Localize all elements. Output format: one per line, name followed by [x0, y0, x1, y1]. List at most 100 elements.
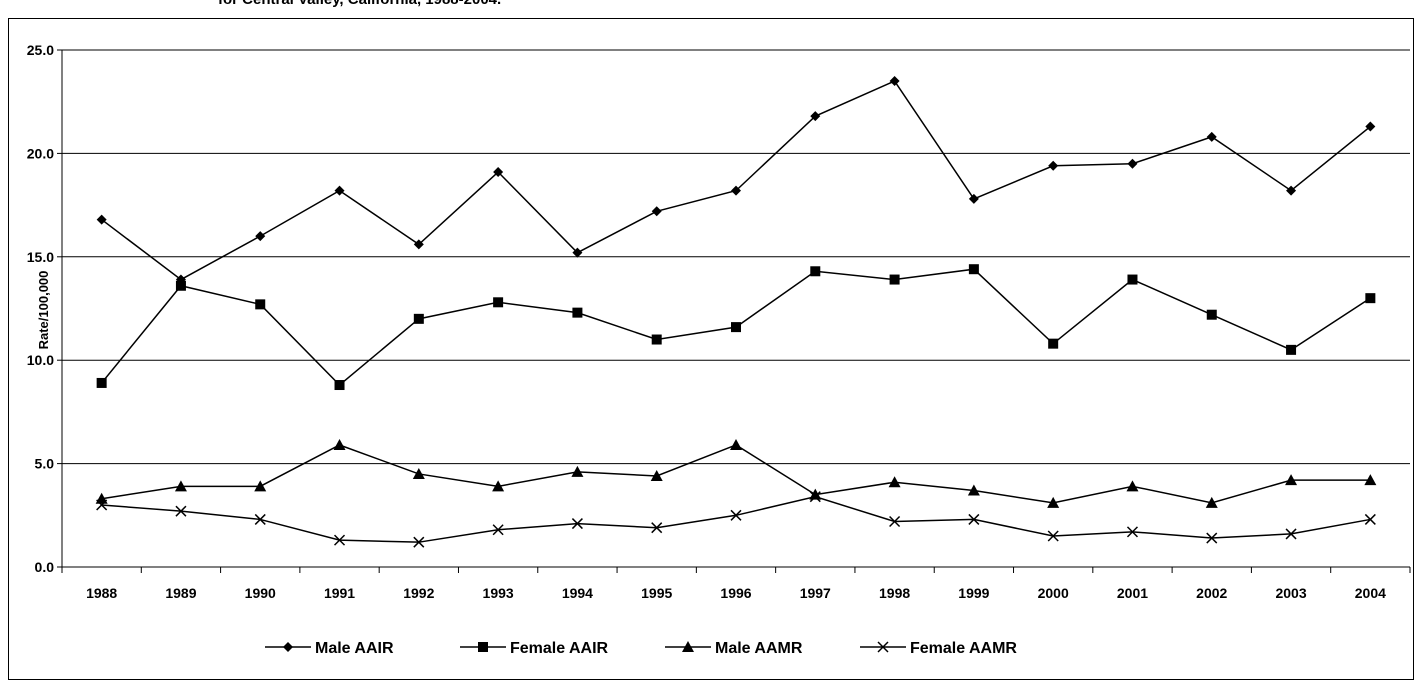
data-point-male-aair-1991	[334, 185, 345, 196]
x-tick-label: 2001	[1117, 585, 1148, 601]
series-male-aamr	[95, 438, 1377, 508]
marker-stroke	[1206, 532, 1218, 544]
data-point-female-aamr-2001	[1126, 526, 1139, 538]
data-point-female-aamr-1999	[968, 513, 980, 525]
legend-label: Male AAMR	[715, 640, 803, 657]
series-line-male-aair	[101, 80, 1371, 281]
marker-stroke	[1126, 526, 1139, 538]
marker-stroke	[1047, 530, 1059, 542]
y-axis-tick-labels: 0.0 5.0 10.0 15.0 20.0 25.0	[27, 42, 54, 575]
x-axis-tick-labels: 1988 1989 1990 1991 1992 1993 1994 1995 1996 1997…	[86, 585, 1386, 601]
data-point-male-aair-2003	[1286, 185, 1297, 196]
data-point-male-aamr-1993	[492, 480, 505, 492]
legend: Male AAIR Female AAIR Male AAMR Female AAMR	[265, 640, 1017, 657]
data-point-male-aair-1988	[96, 214, 107, 225]
data-point-female-aamr-1993	[492, 524, 504, 536]
data-point-female-aair-2000	[1048, 338, 1059, 349]
chart-title: for Central Valley, California, 1988-200…	[218, 0, 501, 8]
data-point-female-aair-1992	[413, 313, 424, 324]
y-tick-label: 25.0	[27, 42, 54, 58]
series-line-male-aamr	[101, 444, 1371, 504]
series-male-aair	[96, 76, 1376, 285]
x-tick-label: 1997	[800, 585, 831, 601]
data-point-female-aair-2003	[1286, 344, 1297, 355]
data-point-male-aair-1993	[493, 167, 504, 178]
marker-stroke	[651, 522, 663, 534]
data-point-female-aamr-1998	[889, 515, 901, 528]
data-point-female-aamr-1995	[651, 522, 663, 534]
legend-label: Male AAIR	[315, 640, 394, 657]
marker-stroke	[96, 499, 108, 511]
x-tick-label: 1998	[879, 585, 910, 601]
data-point-male-aair-2000	[1048, 160, 1059, 171]
data-point-male-aair-1992	[413, 239, 424, 250]
x-tick-label: 2002	[1196, 585, 1227, 601]
data-point-female-aamr-1992	[413, 536, 425, 548]
marker-stroke	[1364, 513, 1376, 525]
marker-stroke	[730, 509, 742, 521]
y-tick-label: 5.0	[35, 456, 55, 472]
data-point-female-aamr-1991	[333, 534, 346, 546]
data-point-female-aair-1998	[889, 274, 900, 285]
x-tick-label: 1992	[403, 585, 434, 601]
data-point-male-aair-1996	[731, 185, 741, 196]
data-point-female-aair-1988	[96, 377, 107, 388]
marker-stroke	[413, 536, 425, 548]
x-tick-label: 1995	[641, 585, 672, 601]
data-point-female-aamr-2003	[1285, 528, 1297, 540]
data-point-male-aair-2001	[1127, 158, 1138, 169]
data-point-male-aair-2004	[1365, 121, 1376, 132]
data-point-male-aamr-1996	[730, 438, 742, 450]
legend-item-female-aair: Female AAIR	[460, 640, 609, 657]
data-point-male-aair-1994	[572, 247, 583, 258]
x-tick-label: 1999	[958, 585, 989, 601]
data-point-male-aamr-1998	[888, 476, 901, 488]
series-female-aamr	[96, 491, 1376, 548]
data-point-female-aair-1994	[572, 307, 583, 318]
legend-item-male-aamr: Male AAMR	[665, 640, 803, 657]
data-point-male-aair-1999	[968, 193, 979, 204]
data-point-female-aair-1995	[651, 334, 662, 345]
x-tick-label: 2004	[1355, 585, 1386, 601]
marker-stroke	[968, 513, 980, 525]
legend-marker-male-aair	[283, 642, 293, 652]
x-tick-label: 1989	[165, 585, 196, 601]
x-tick-label: 1988	[86, 585, 117, 601]
x-tick-label: 1993	[483, 585, 514, 601]
series-lines	[95, 76, 1377, 548]
data-point-female-aamr-1990	[254, 513, 266, 525]
chart-frame	[8, 18, 1414, 680]
data-point-female-aamr-2002	[1206, 532, 1218, 544]
x-tick-label: 2000	[1038, 585, 1069, 601]
data-point-male-aamr-2004	[1364, 474, 1377, 486]
data-point-female-aair-2002	[1206, 309, 1217, 320]
legend-marker-female-aamr	[877, 641, 889, 653]
data-point-female-aamr-1988	[96, 499, 108, 511]
x-tick-label: 2003	[1275, 585, 1306, 601]
data-point-female-aair-1993	[493, 297, 504, 308]
data-point-female-aamr-1989	[175, 505, 187, 517]
data-point-male-aair-1997	[810, 111, 821, 122]
y-tick-label: 0.0	[35, 559, 55, 575]
data-point-female-aair-1996	[731, 322, 741, 333]
data-point-female-aamr-2000	[1047, 530, 1059, 542]
data-point-male-aamr-2000	[1047, 496, 1060, 508]
data-point-female-aair-1990	[255, 299, 266, 310]
data-point-female-aamr-1997	[809, 491, 821, 503]
data-point-male-aair-1990	[255, 231, 266, 242]
legend-item-female-aamr: Female AAMR	[860, 640, 1017, 657]
data-point-male-aair-1995	[651, 206, 662, 217]
data-point-female-aair-1989	[175, 280, 186, 291]
data-point-male-aamr-1989	[174, 480, 187, 492]
marker-stroke	[333, 534, 346, 546]
data-point-female-aamr-1996	[730, 509, 742, 521]
marker-stroke	[492, 524, 504, 536]
x-tick-label: 1991	[324, 585, 355, 601]
data-point-male-aamr-2001	[1126, 480, 1139, 492]
legend-marker-female-aair	[478, 642, 488, 652]
marker-stroke	[809, 491, 821, 503]
legend-marker-male-aamr	[682, 641, 694, 652]
axes	[57, 49, 1411, 573]
x-tick-label: 1994	[562, 585, 593, 601]
